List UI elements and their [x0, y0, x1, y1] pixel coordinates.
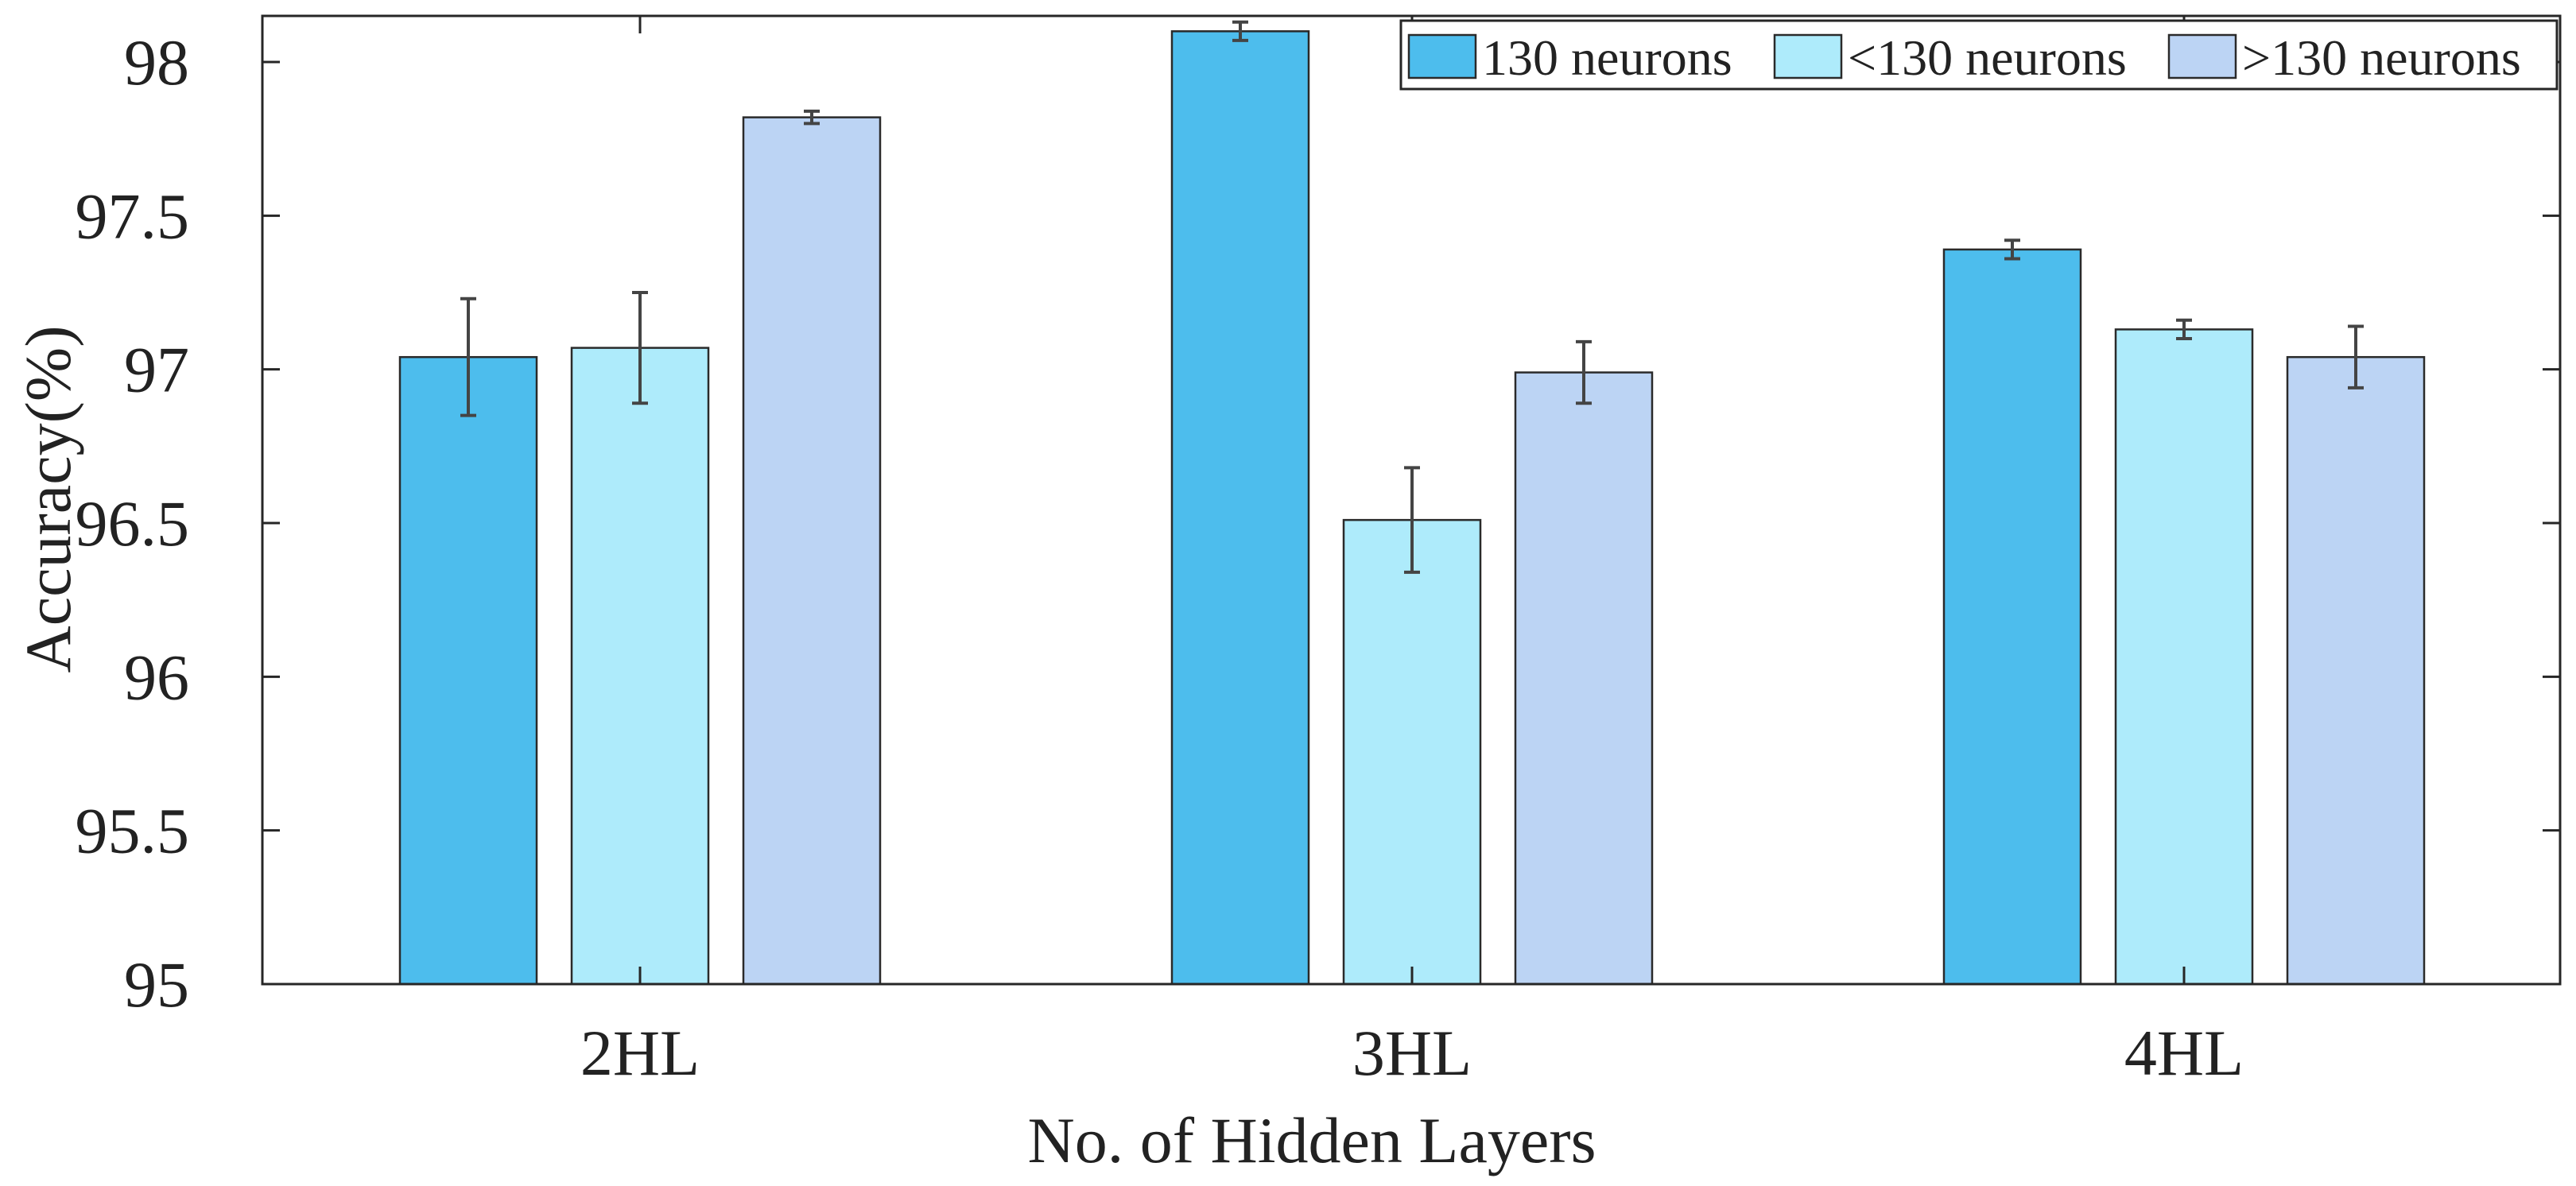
y-tick-label: 95	[124, 948, 189, 1021]
y-tick-label: 98	[124, 26, 189, 99]
legend-swatch	[1773, 33, 1843, 79]
bar	[2286, 355, 2426, 986]
bar	[398, 355, 538, 986]
legend-swatch	[2167, 33, 2237, 79]
bar	[1342, 518, 1482, 986]
x-tick-label: 3HL	[1352, 1017, 1472, 1089]
legend-swatch	[1407, 33, 1477, 79]
y-tick-label: 95.5	[76, 795, 190, 867]
x-tick-label: 4HL	[2124, 1017, 2244, 1089]
x-axis: 2HL 3HL 4HL	[580, 16, 2244, 1089]
bars-layer	[398, 30, 2426, 986]
y-tick-label: 97.5	[76, 180, 190, 252]
bar	[570, 347, 710, 986]
bar	[742, 116, 882, 986]
y-tick-label: 96	[124, 641, 189, 713]
y-axis-label: Accuracy(%)	[12, 325, 84, 672]
bar	[1170, 30, 1310, 986]
bar	[2114, 328, 2254, 986]
error-bars-layer	[460, 20, 2364, 574]
y-tick-label: 97	[124, 334, 189, 406]
legend-label: 130 neurons	[1482, 29, 1732, 86]
legend-label: >130 neurons	[2242, 29, 2521, 86]
legend-label: <130 neurons	[1848, 29, 2127, 86]
bar	[1514, 371, 1654, 986]
x-axis-label: No. of Hidden Layers	[1027, 1104, 1596, 1176]
y-tick-label: 96.5	[76, 487, 190, 560]
legend-box	[1399, 19, 2559, 91]
x-tick-label: 2HL	[580, 1017, 700, 1089]
y-axis: 95 95.5 96 96.5 97 97.5 98	[76, 26, 2560, 1021]
bar	[1942, 248, 2082, 986]
legend: 130 neurons <130 neurons >130 neurons	[1399, 19, 2559, 91]
